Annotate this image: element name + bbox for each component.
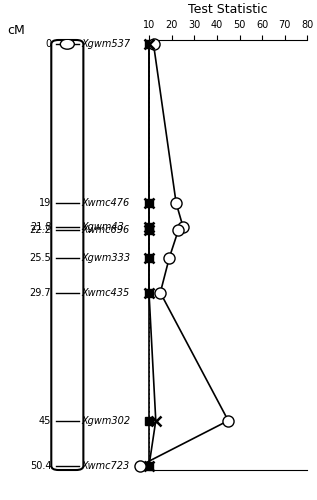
Text: 21.8: 21.8 <box>30 222 51 232</box>
Ellipse shape <box>60 39 74 49</box>
Text: Xgwm43: Xgwm43 <box>82 222 125 232</box>
Text: 29.7: 29.7 <box>30 288 51 298</box>
Text: 25.5: 25.5 <box>29 252 51 262</box>
Text: Xwmc435: Xwmc435 <box>82 288 130 298</box>
Text: cM: cM <box>8 24 25 38</box>
Text: 19: 19 <box>39 198 51 208</box>
FancyBboxPatch shape <box>51 40 83 470</box>
X-axis label: Test Statistic: Test Statistic <box>188 4 268 16</box>
Text: Xwmc696: Xwmc696 <box>82 225 130 235</box>
Text: Xgwm333: Xgwm333 <box>82 252 131 262</box>
Text: Xgwm537: Xgwm537 <box>82 39 131 49</box>
Text: Xwmc476: Xwmc476 <box>82 198 130 208</box>
Text: 0: 0 <box>45 39 51 49</box>
Text: Xgwm302: Xgwm302 <box>82 416 131 426</box>
Text: Xwmc723: Xwmc723 <box>82 461 130 471</box>
Text: 22.2: 22.2 <box>29 225 51 235</box>
Text: 50.4: 50.4 <box>30 461 51 471</box>
Text: 45: 45 <box>39 416 51 426</box>
